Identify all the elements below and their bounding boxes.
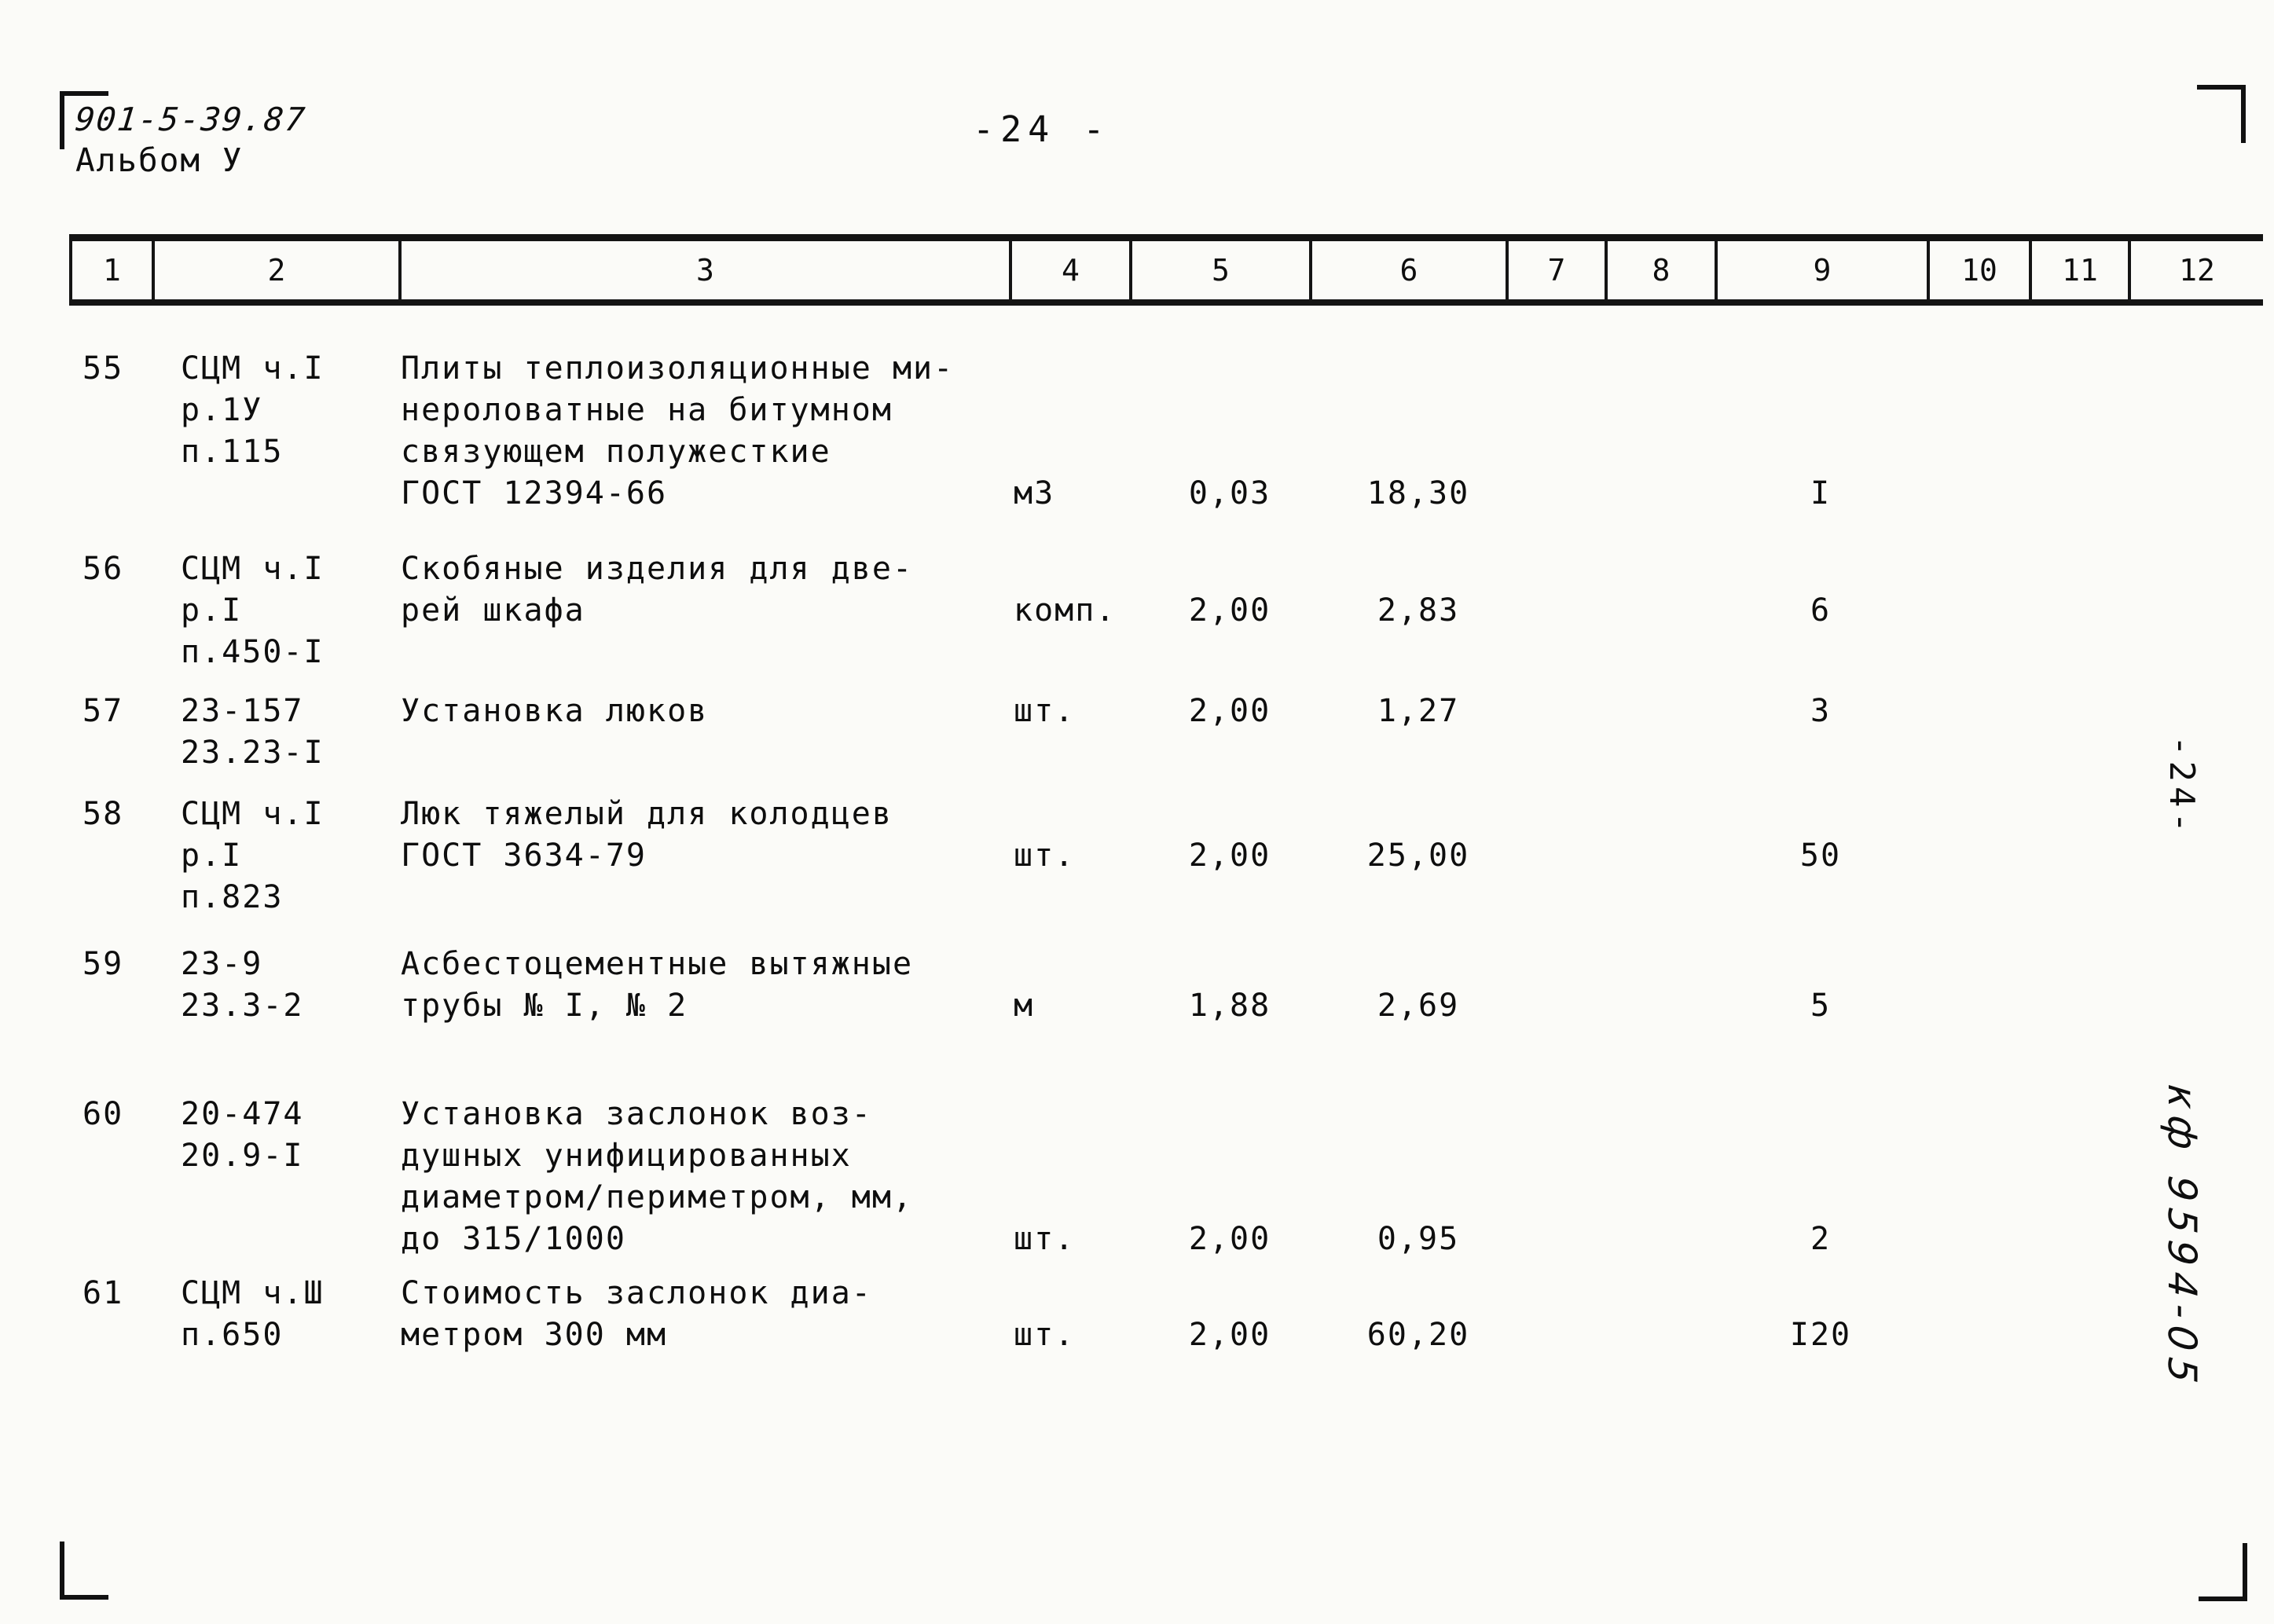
crop-mark-top-left xyxy=(60,91,108,149)
row-content-group: Асбестоцементные вытяжные трубы № I, № 2… xyxy=(401,944,2274,1027)
description-cell: Скобяные изделия для две- рей шкафа xyxy=(401,551,914,629)
table-row: 61 СЦМ ч.Ш п.650 Стоимость заслонок диа-… xyxy=(83,1273,2274,1356)
row-content-group: Плиты теплоизоляционные ми- нероловатные… xyxy=(401,348,2274,515)
reference-code-cell: СЦМ ч.I р.1У п.115 xyxy=(181,350,325,470)
unit-cell: шт. xyxy=(1014,838,1076,874)
table-header-row: 1 2 3 4 5 6 7 8 9 10 11 12 xyxy=(69,234,2263,306)
reference-code-cell: 23-9 23.3-2 xyxy=(181,946,304,1024)
table-row: 58 СЦМ ч.I р.I п.823 Люк тяжелый для кол… xyxy=(83,794,2274,918)
description-cell: Установка заслонок воз- душных унифициро… xyxy=(401,1096,914,1257)
quantity-cell: 2,00 xyxy=(1188,693,1271,729)
description-cell: Плиты теплоизоляционные ми- нероловатные… xyxy=(401,350,955,511)
row-content-group: Люк тяжелый для колодцев ГОСТ 3634-79 шт… xyxy=(401,794,2274,877)
quantity-cell: 1,88 xyxy=(1188,988,1271,1024)
column-header-5: 5 xyxy=(1129,241,1309,299)
crop-mark-top-right xyxy=(2197,85,2246,143)
total-cell: 3 xyxy=(1810,693,1832,729)
price-cell: 18,30 xyxy=(1366,475,1470,511)
quantity-cell: 0,03 xyxy=(1188,475,1271,511)
reference-code-cell: СЦМ ч.Ш п.650 xyxy=(181,1275,325,1353)
price-cell: 2,83 xyxy=(1377,592,1460,629)
description-cell: Асбестоцементные вытяжные трубы № I, № 2 xyxy=(401,946,914,1024)
row-number-cell: 58 xyxy=(83,796,124,832)
price-cell: 60,20 xyxy=(1366,1317,1470,1353)
price-cell: 25,00 xyxy=(1366,838,1470,874)
column-header-8: 8 xyxy=(1605,241,1715,299)
row-number-cell: 57 xyxy=(83,693,124,729)
column-header-9: 9 xyxy=(1715,241,1927,299)
quantity-cell: 2,00 xyxy=(1188,592,1271,629)
column-header-3: 3 xyxy=(398,241,1009,299)
album-label: Альбом У xyxy=(75,141,244,179)
table-row: 60 20-474 20.9-I Установка заслонок воз-… xyxy=(83,1094,2274,1260)
inventory-code-rotated: кф 9594-05 xyxy=(2159,1082,2205,1392)
table-row: 57 23-157 23.23-I Установка люков шт. 2,… xyxy=(83,691,2274,774)
column-header-6: 6 xyxy=(1309,241,1506,299)
unit-cell: шт. xyxy=(1014,693,1076,729)
reference-code-cell: СЦМ ч.I р.I п.450-I xyxy=(181,551,325,670)
quantity-cell: 2,00 xyxy=(1188,1221,1271,1257)
row-content-group: Установка люков шт. 2,00 1,27 3 xyxy=(401,691,2274,732)
table-body: 55 СЦМ ч.I р.1У п.115 Плиты теплоизоляци… xyxy=(83,310,2274,1356)
unit-cell: комп. xyxy=(1014,592,1117,629)
page-number-top: -24 - xyxy=(973,108,1111,150)
total-cell: 6 xyxy=(1810,592,1832,629)
column-header-4: 4 xyxy=(1009,241,1129,299)
quantity-cell: 2,00 xyxy=(1188,838,1271,874)
table-row: 59 23-9 23.3-2 Асбестоцементные вытяжные… xyxy=(83,944,2274,1027)
total-cell: I xyxy=(1810,475,1832,511)
total-cell: 2 xyxy=(1810,1221,1832,1257)
row-content-group: Стоимость заслонок диа- метром 300 мм шт… xyxy=(401,1273,2274,1356)
table-row: 56 СЦМ ч.I р.I п.450-I Скобяные изделия … xyxy=(83,548,2274,673)
description-cell: Люк тяжелый для колодцев ГОСТ 3634-79 xyxy=(401,796,893,874)
unit-cell: шт. xyxy=(1014,1221,1076,1257)
price-cell: 2,69 xyxy=(1377,988,1460,1024)
unit-cell: шт. xyxy=(1014,1317,1076,1353)
total-cell: I20 xyxy=(1789,1317,1852,1353)
column-header-7: 7 xyxy=(1506,241,1605,299)
row-number-cell: 61 xyxy=(83,1275,124,1311)
document-id-block: 901-5-39.87 Альбом У xyxy=(73,99,309,181)
column-header-11: 11 xyxy=(2029,241,2128,299)
table-row: 55 СЦМ ч.I р.1У п.115 Плиты теплоизоляци… xyxy=(83,348,2274,515)
unit-cell: м3 xyxy=(1014,475,1055,511)
reference-code-cell: СЦМ ч.I р.I п.823 xyxy=(181,796,325,915)
row-content-group: Установка заслонок воз- душных унифициро… xyxy=(401,1094,2274,1260)
page-number-side-rotated: -24- xyxy=(2162,735,2202,838)
row-number-cell: 59 xyxy=(83,946,124,982)
row-content-group: Скобяные изделия для две- рей шкафа комп… xyxy=(401,548,2274,632)
description-cell: Стоимость заслонок диа- метром 300 мм xyxy=(401,1275,872,1353)
document-number: 901-5-39.87 xyxy=(73,101,309,138)
row-number-cell: 56 xyxy=(83,551,124,587)
quantity-cell: 2,00 xyxy=(1188,1317,1271,1353)
column-header-10: 10 xyxy=(1927,241,2029,299)
total-cell: 5 xyxy=(1810,988,1832,1024)
price-cell: 1,27 xyxy=(1377,693,1460,729)
price-cell: 0,95 xyxy=(1377,1221,1460,1257)
crop-mark-bottom-right xyxy=(2199,1543,2247,1601)
reference-code-cell: 20-474 20.9-I xyxy=(181,1096,304,1174)
unit-cell: м xyxy=(1014,988,1035,1024)
row-number-cell: 60 xyxy=(83,1096,124,1132)
column-header-1: 1 xyxy=(69,241,152,299)
column-header-2: 2 xyxy=(152,241,398,299)
crop-mark-bottom-left xyxy=(60,1542,108,1600)
reference-code-cell: 23-157 23.23-I xyxy=(181,693,325,771)
row-number-cell: 55 xyxy=(83,350,124,387)
description-cell: Установка люков xyxy=(401,693,709,729)
column-header-12: 12 xyxy=(2128,241,2263,299)
total-cell: 50 xyxy=(1799,838,1842,874)
